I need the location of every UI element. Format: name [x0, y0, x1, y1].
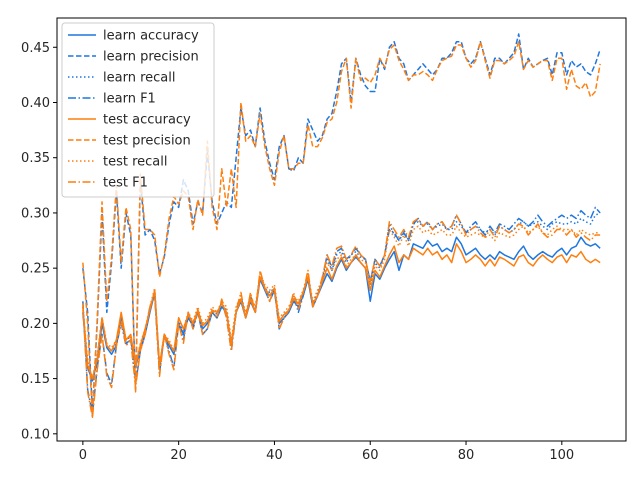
y-tick-label: 0.35	[21, 151, 50, 166]
y-tick-label: 0.45	[21, 41, 50, 56]
x-tick-label: 20	[170, 448, 187, 463]
y-tick-label: 0.10	[21, 427, 50, 442]
y-tick-label: 0.20	[21, 317, 50, 332]
x-tick-label: 40	[266, 448, 283, 463]
series-line-test-recall	[82, 225, 601, 380]
legend-label: test precision	[103, 134, 191, 149]
x-axis: 0 20 40 60 80 100	[79, 441, 574, 463]
legend-box	[61, 22, 215, 198]
series-line-learn-f1	[82, 206, 601, 415]
y-tick-label: 0.15	[21, 372, 50, 387]
legend-label: learn accuracy	[103, 29, 199, 44]
legend-label: test recall	[103, 155, 168, 170]
series-line-test-precision	[82, 41, 601, 418]
series-line-test-f1	[82, 214, 601, 418]
series-line-learn-precision	[82, 33, 601, 413]
y-axis: 0.10 0.15 0.20 0.25 0.30 0.35 0.40 0.45	[21, 41, 57, 442]
x-tick-label: 80	[458, 448, 475, 463]
y-tick-label: 0.25	[21, 262, 50, 277]
legend-label: test accuracy	[103, 113, 191, 128]
x-tick-label: 100	[549, 448, 574, 463]
legend: learn accuracy learn precision learn recal…	[61, 22, 215, 198]
legend-label: test F1	[103, 176, 148, 191]
series-line-learn-accuracy	[82, 236, 601, 382]
y-tick-label: 0.40	[21, 96, 50, 111]
legend-label: learn F1	[103, 92, 156, 107]
y-tick-label: 0.30	[21, 206, 50, 221]
series-line-test-accuracy	[82, 243, 601, 380]
x-tick-label: 0	[79, 448, 87, 463]
legend-label: learn precision	[103, 50, 199, 65]
axes-frame	[56, 17, 627, 442]
legend-label: learn recall	[103, 71, 175, 86]
plot-area	[82, 33, 601, 418]
x-tick-label: 60	[362, 448, 379, 463]
